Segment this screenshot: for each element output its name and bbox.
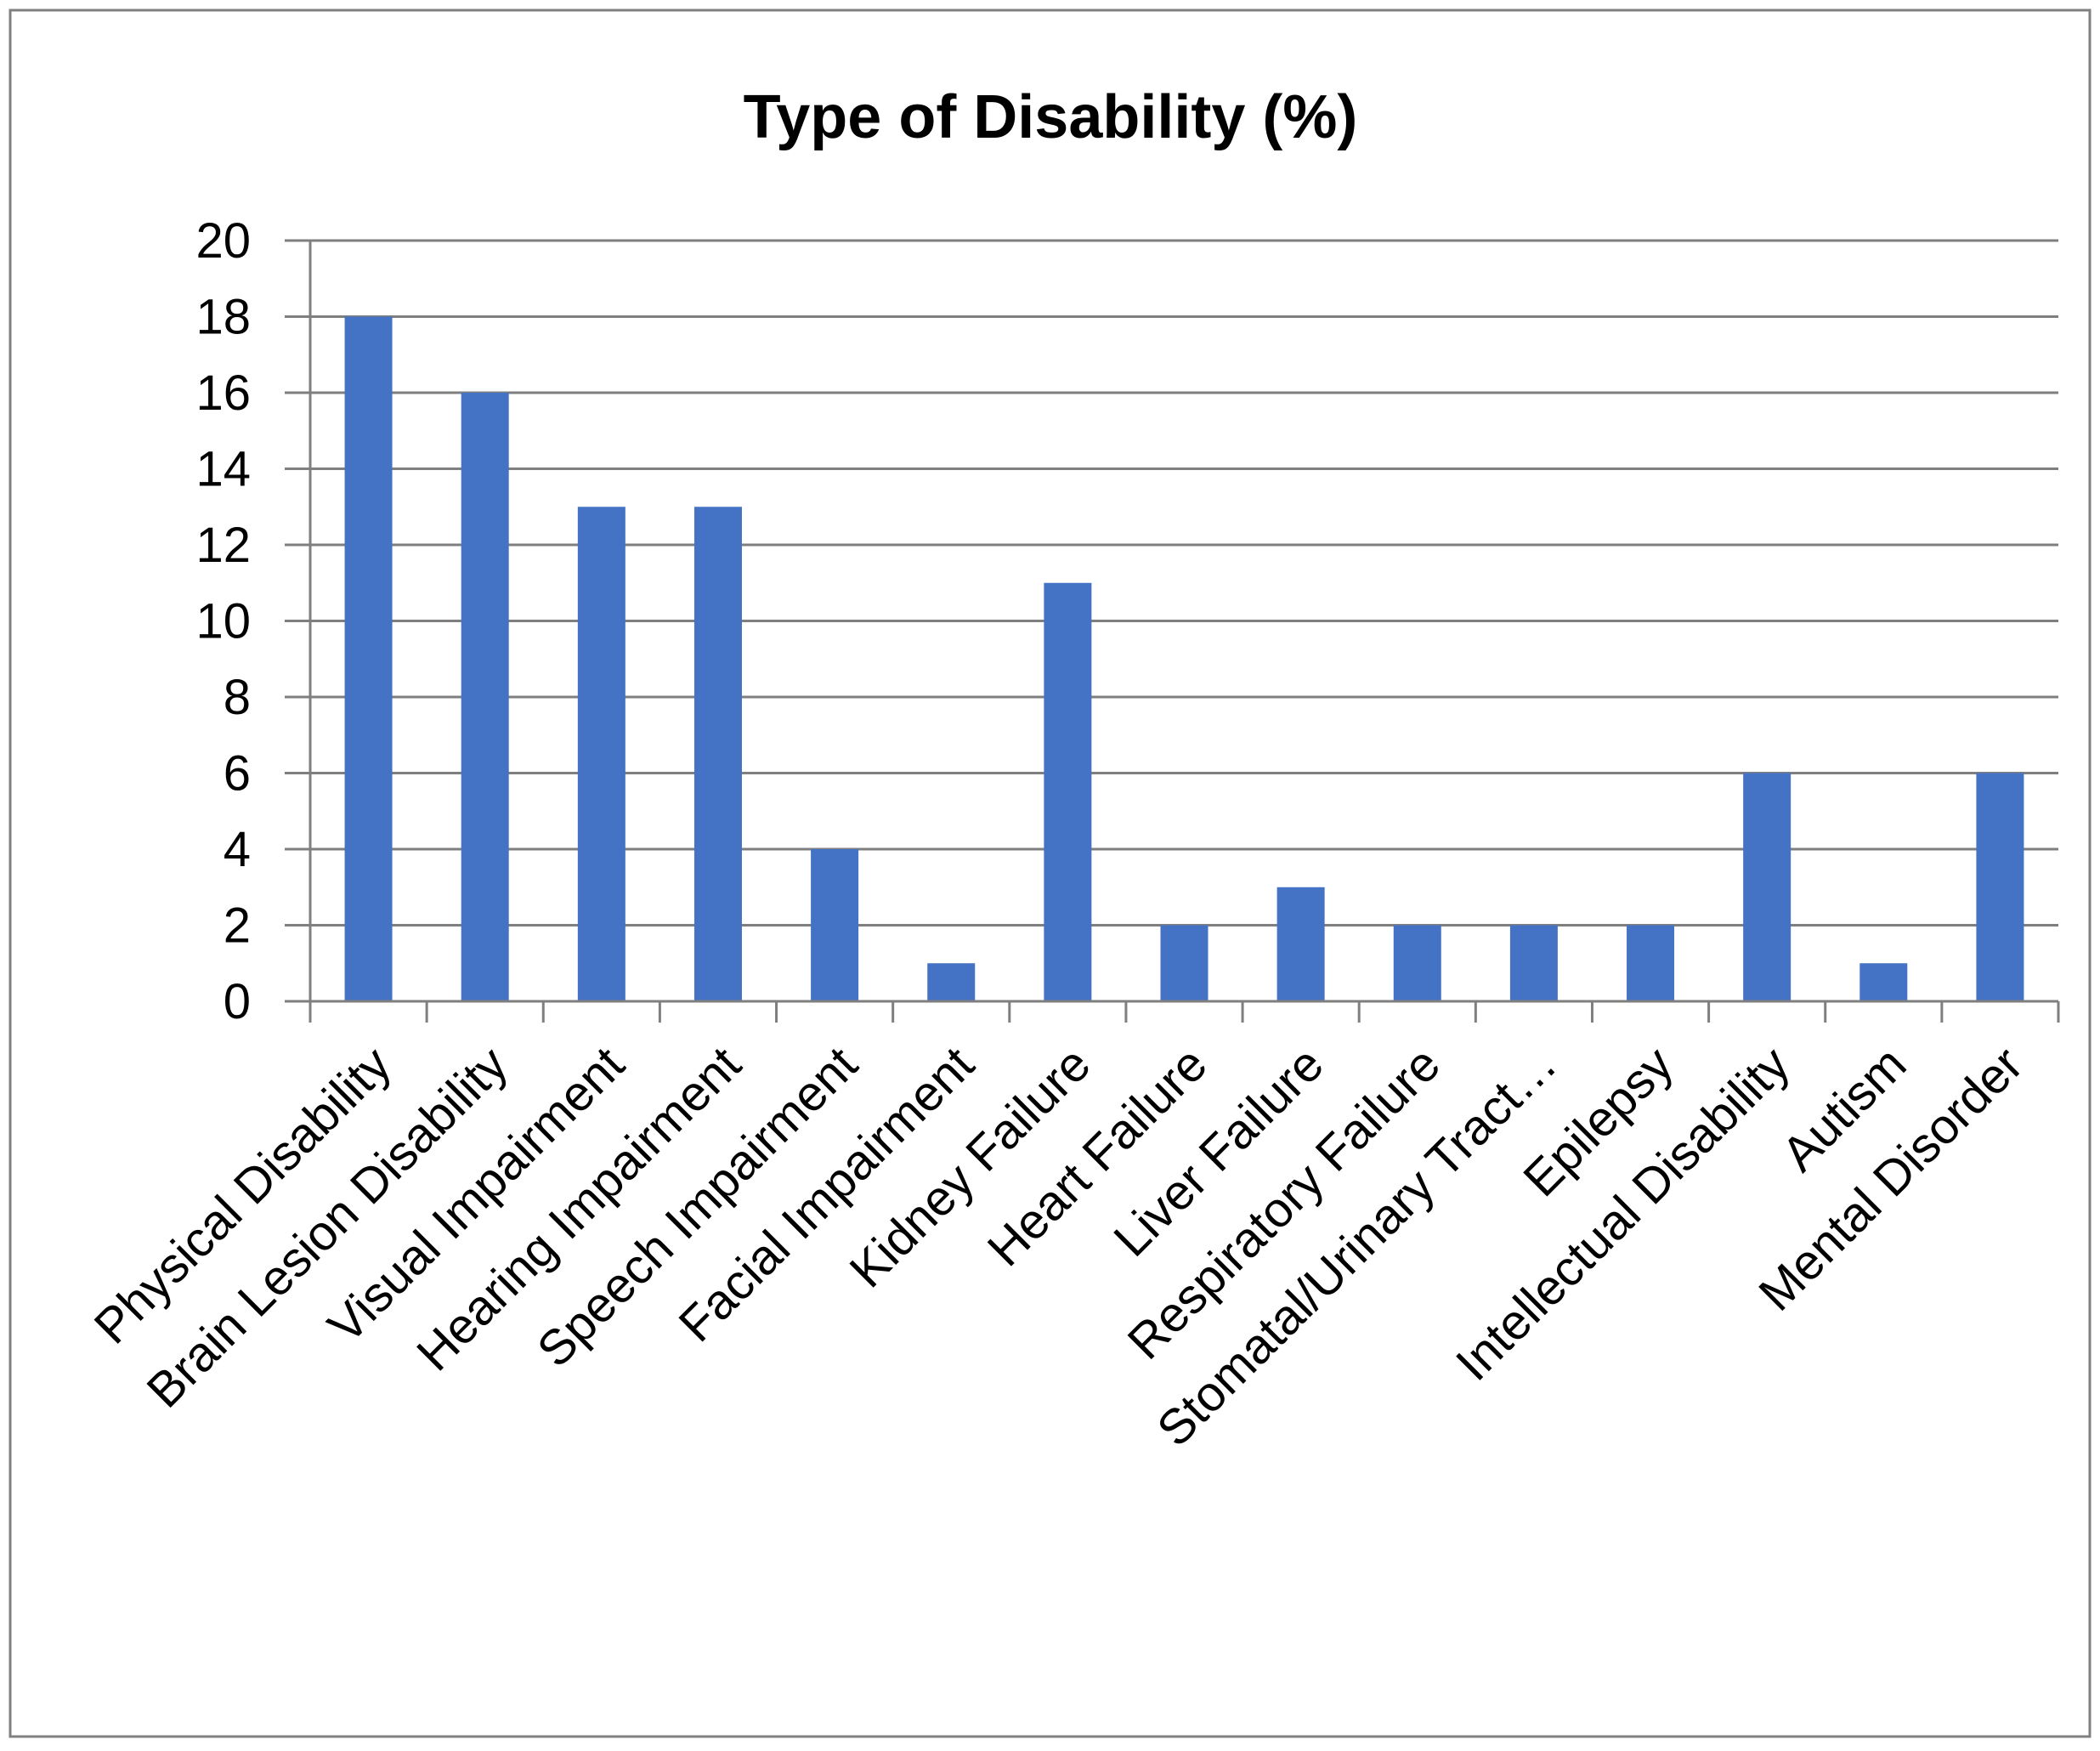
bar <box>1627 925 1675 1001</box>
y-tick-label: 12 <box>195 518 251 573</box>
y-tick-label: 20 <box>195 213 251 269</box>
chart-title: Type of Disability (%) <box>744 83 1358 151</box>
y-tick-label: 6 <box>224 746 251 802</box>
bar <box>344 316 393 1001</box>
x-axis <box>308 1000 2060 1023</box>
y-tick-label: 18 <box>195 290 251 345</box>
bar <box>1160 925 1208 1001</box>
y-tick-label: 0 <box>224 974 251 1029</box>
y-tick-label: 4 <box>224 822 251 877</box>
bar <box>1743 773 1792 1001</box>
bars <box>344 316 2024 1001</box>
bar <box>1044 582 1092 1001</box>
y-tick-label: 10 <box>195 594 251 649</box>
bar <box>1976 773 2024 1001</box>
bar <box>811 849 859 1001</box>
y-axis-tick-labels: 0 2 4 6 8 10 12 14 16 18 20 <box>195 213 251 1029</box>
y-tick-label: 8 <box>224 670 251 725</box>
y-tick-label: 2 <box>224 898 251 954</box>
bar <box>927 963 976 1001</box>
bar <box>1859 963 1908 1001</box>
bar <box>1276 887 1325 1001</box>
bar <box>461 393 509 1001</box>
y-tick-label: 16 <box>195 366 251 421</box>
bar <box>1509 925 1558 1001</box>
bar <box>1393 925 1441 1001</box>
bar <box>693 507 742 1001</box>
y-tick-label: 14 <box>195 442 251 497</box>
bar <box>577 507 625 1001</box>
